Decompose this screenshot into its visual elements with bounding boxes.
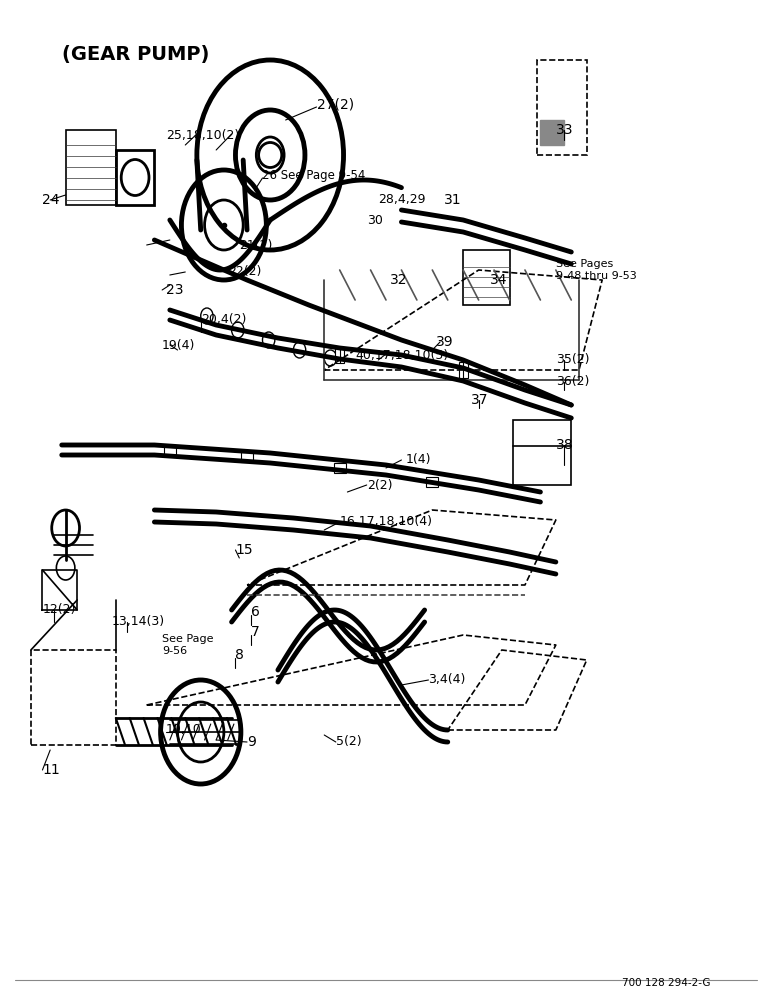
Text: 37: 37 [471, 393, 489, 407]
Text: 19(4): 19(4) [162, 338, 195, 352]
Text: 2(2): 2(2) [367, 479, 392, 491]
Text: 6: 6 [251, 605, 259, 619]
Text: 9: 9 [247, 735, 256, 749]
Text: 25,18,10(2): 25,18,10(2) [166, 128, 239, 141]
Circle shape [293, 342, 306, 358]
Text: 23: 23 [166, 283, 184, 297]
Text: 38: 38 [556, 438, 574, 452]
Text: 1(4): 1(4) [405, 454, 431, 466]
Text: 5(2): 5(2) [336, 736, 361, 748]
Bar [463, 250, 510, 305]
Text: 3,4(4): 3,4(4) [428, 674, 466, 686]
Text: 36(2): 36(2) [556, 375, 589, 388]
Text: 40,17,18,10(5): 40,17,18,10(5) [355, 349, 449, 361]
Circle shape [232, 322, 244, 338]
Circle shape [201, 308, 213, 324]
Text: 30: 30 [367, 214, 383, 227]
Bar [537, 60, 587, 155]
Text: 13,14(3): 13,14(3) [112, 615, 165, 629]
Text: (GEAR PUMP): (GEAR PUMP) [62, 45, 209, 64]
Ellipse shape [259, 142, 282, 167]
Text: 20,4(2): 20,4(2) [201, 314, 246, 326]
Text: 35(2): 35(2) [556, 354, 589, 366]
Text: 15: 15 [235, 543, 253, 557]
Text: See Page
9-56: See Page 9-56 [162, 634, 214, 656]
Bar [116, 150, 154, 205]
Text: 11: 11 [42, 763, 60, 777]
Text: 34: 34 [490, 273, 508, 287]
Text: 26 See Page 9-54: 26 See Page 9-54 [262, 168, 366, 182]
Text: 24: 24 [42, 193, 60, 207]
Text: 21(2): 21(2) [239, 238, 273, 251]
Bar [335, 347, 344, 363]
Bar [241, 452, 253, 462]
Circle shape [324, 350, 337, 366]
Text: 27(2): 27(2) [317, 98, 354, 112]
Text: 8: 8 [235, 648, 244, 662]
Text: 700 128 294-2-G: 700 128 294-2-G [621, 978, 710, 988]
Text: 39: 39 [436, 335, 454, 349]
Bar [334, 463, 346, 473]
Bar [513, 420, 571, 485]
Text: 32: 32 [390, 273, 408, 287]
Text: 33: 33 [556, 123, 574, 137]
Text: 28,4,29: 28,4,29 [378, 194, 426, 207]
Polygon shape [540, 120, 564, 145]
Text: 7: 7 [251, 625, 259, 639]
Circle shape [262, 332, 275, 348]
Bar [66, 130, 116, 205]
Text: 10,10: 10,10 [166, 724, 201, 736]
Bar [426, 477, 438, 487]
Text: 22(2): 22(2) [228, 265, 261, 278]
Text: 31: 31 [444, 193, 462, 207]
Bar [459, 362, 468, 378]
Text: 16,17,18,10(4): 16,17,18,10(4) [340, 516, 432, 528]
Bar [164, 445, 176, 455]
Text: 12(2): 12(2) [42, 603, 76, 616]
Text: See Pages
9-48 thru 9-53: See Pages 9-48 thru 9-53 [556, 259, 637, 281]
